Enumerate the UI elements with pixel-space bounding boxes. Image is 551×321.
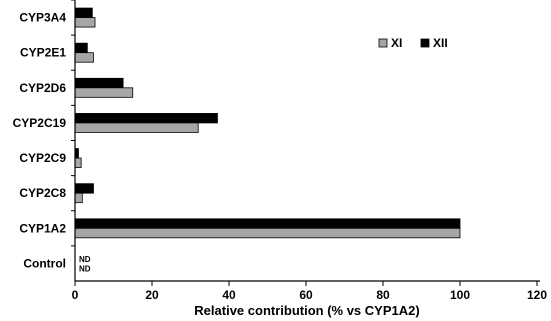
category-label: CYP2C19 — [13, 116, 67, 130]
legend-swatch-xi — [378, 38, 388, 48]
bar-xi-cyp2d6 — [74, 87, 134, 98]
bar-xi-cyp3a4 — [74, 17, 96, 28]
category-label: CYP2D6 — [19, 81, 66, 95]
category-label: CYP2E1 — [20, 46, 66, 60]
bar-xii-cyp2c19 — [74, 113, 218, 124]
axes-layer — [71, 0, 540, 286]
legend: XI XII — [378, 36, 448, 50]
x-tick-label: 60 — [299, 288, 313, 302]
x-tick-label: 40 — [222, 288, 236, 302]
category-label: CYP1A2 — [19, 221, 66, 235]
bars-layer — [74, 7, 461, 239]
bar-xii-cyp2c8 — [74, 183, 94, 194]
nd-label: ND — [79, 255, 91, 264]
x-tick-label: 80 — [376, 288, 390, 302]
bar-xii-cyp2e1 — [74, 42, 88, 54]
x-tick-label: 0 — [72, 288, 79, 302]
bar-xi-cyp1a2 — [74, 227, 461, 239]
bar-xii-cyp2d6 — [74, 77, 124, 89]
category-label: CYP3A4 — [19, 11, 66, 25]
x-axis-title: Relative contribution (% vs CYP1A2) — [194, 303, 419, 318]
bar-xi-cyp2c8 — [74, 192, 83, 204]
bar-xi-cyp2c9 — [74, 157, 82, 168]
legend-swatch-xii — [420, 38, 430, 48]
bar-xii-cyp3a4 — [74, 7, 93, 18]
legend-label-xii: XII — [433, 36, 448, 50]
bar-xi-cyp2c19 — [74, 122, 199, 133]
category-label: CYP2C9 — [19, 151, 66, 165]
x-tick-label: 100 — [450, 288, 470, 302]
legend-label-xi: XI — [391, 36, 402, 50]
x-tick-label: 20 — [145, 288, 159, 302]
x-tick-label: 120 — [527, 288, 547, 302]
category-label: Control — [23, 256, 66, 270]
bar-xii-cyp1a2 — [74, 218, 461, 229]
bar-xi-cyp2e1 — [74, 52, 94, 63]
labels-layer: CYP3A4 CYP2E1 CYP2D6 CYP2C19 CYP2C9 CYP2C8 CYP… — [13, 11, 548, 302]
nd-label: ND — [79, 264, 91, 273]
category-label: CYP2C8 — [19, 186, 66, 200]
